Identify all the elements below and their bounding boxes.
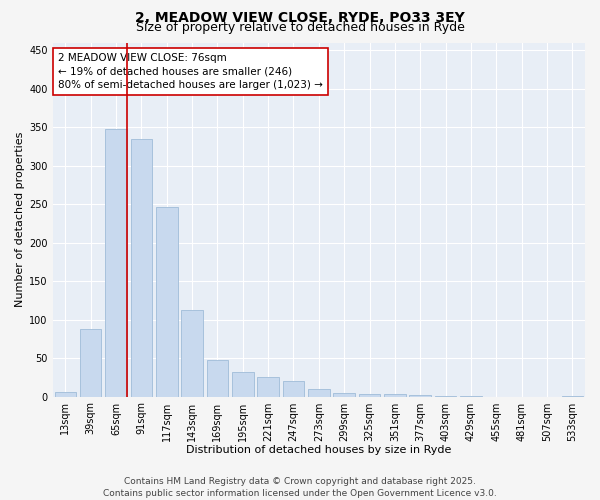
Bar bbox=[257, 378, 279, 396]
Text: 2 MEADOW VIEW CLOSE: 76sqm
← 19% of detached houses are smaller (246)
80% of sem: 2 MEADOW VIEW CLOSE: 76sqm ← 19% of deta… bbox=[58, 53, 323, 90]
Bar bbox=[55, 392, 76, 396]
Bar bbox=[334, 392, 355, 396]
Text: 2, MEADOW VIEW CLOSE, RYDE, PO33 3EY: 2, MEADOW VIEW CLOSE, RYDE, PO33 3EY bbox=[135, 11, 465, 25]
Bar bbox=[156, 207, 178, 396]
Bar bbox=[308, 389, 329, 396]
Bar bbox=[232, 372, 254, 396]
Text: Contains HM Land Registry data © Crown copyright and database right 2025.
Contai: Contains HM Land Registry data © Crown c… bbox=[103, 476, 497, 498]
Bar bbox=[131, 138, 152, 396]
Bar bbox=[283, 381, 304, 396]
Bar bbox=[80, 329, 101, 396]
Bar bbox=[206, 360, 228, 397]
Text: Size of property relative to detached houses in Ryde: Size of property relative to detached ho… bbox=[136, 22, 464, 35]
Bar bbox=[105, 128, 127, 396]
Bar bbox=[181, 310, 203, 396]
Y-axis label: Number of detached properties: Number of detached properties bbox=[15, 132, 25, 307]
Bar bbox=[409, 395, 431, 396]
X-axis label: Distribution of detached houses by size in Ryde: Distribution of detached houses by size … bbox=[186, 445, 452, 455]
Bar bbox=[359, 394, 380, 396]
Bar bbox=[384, 394, 406, 396]
